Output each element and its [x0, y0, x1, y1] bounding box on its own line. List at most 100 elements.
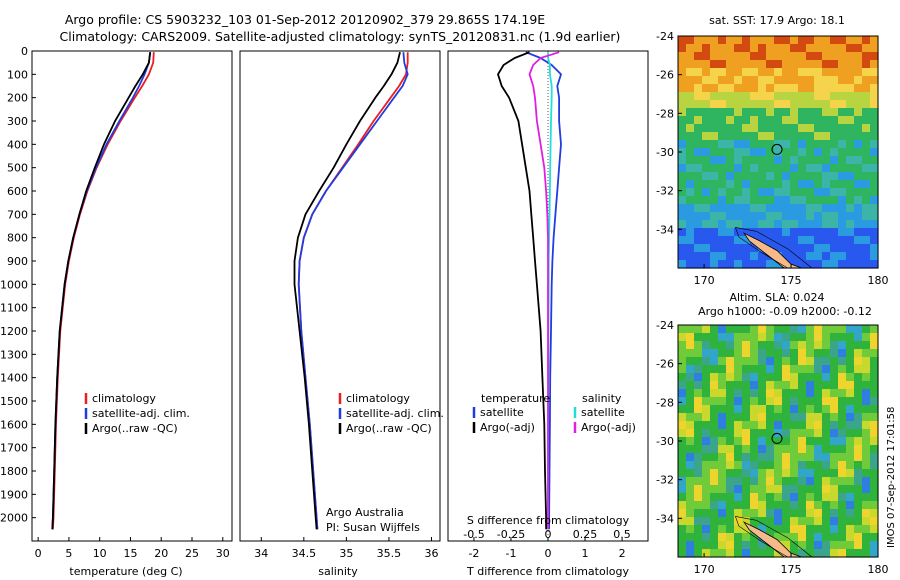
sst-map-cell [782, 140, 791, 149]
temperature-xtick-label-2: 10 [93, 547, 107, 560]
sst-map-cell [694, 220, 703, 229]
sla-map-cell [694, 509, 703, 518]
sst-map-cell [718, 132, 727, 141]
sla-map-cell [862, 469, 871, 478]
sla-map-cell [806, 533, 815, 542]
sst-map-cell [710, 236, 719, 245]
sst-map-cell [734, 252, 743, 261]
sla-map-cell [750, 389, 759, 398]
sla-map-cell [774, 373, 783, 382]
sst-map-cell [678, 132, 687, 141]
sst-map-cell [822, 124, 831, 133]
sst-map-cell [718, 148, 727, 157]
sst-map-cell [782, 172, 791, 181]
sla-map-cell [822, 533, 831, 542]
sla-map-cell [750, 357, 759, 366]
sst-map-cell [814, 52, 823, 61]
sst-map-cell [710, 228, 719, 237]
sst-map-cell [718, 260, 727, 269]
sla-map-cell [750, 541, 759, 550]
sla-map-cell [862, 445, 871, 454]
sst-map-cell [854, 148, 863, 157]
sst-map-cell [846, 100, 855, 109]
sst-map-cell [758, 252, 767, 261]
depth-ytick-label-9: 900 [7, 255, 28, 268]
sla-map-cell [742, 541, 751, 550]
sla-map-cell [798, 445, 807, 454]
sst-map-cell [686, 148, 695, 157]
sla-map-cell [822, 421, 831, 430]
sst-map-cell [742, 60, 751, 69]
sla-map-cell [774, 533, 783, 542]
sst-map-cell [750, 220, 759, 229]
sla-map-cell [798, 349, 807, 358]
sst-map-cell [710, 52, 719, 61]
sst-map-cell [814, 172, 823, 181]
sla-map-cell [718, 509, 727, 518]
sst-map-cell [862, 204, 871, 213]
sst-map-cell [694, 156, 703, 165]
sst-map-cell [854, 244, 863, 253]
sla-map-cell [678, 541, 687, 550]
sst-map-cell [694, 76, 703, 85]
sla-map-cell [734, 493, 743, 502]
sla-map-cell [782, 445, 791, 454]
sla-map-cell [806, 541, 815, 550]
sst-map-cell [798, 260, 807, 269]
sla-map-cell [806, 469, 815, 478]
sla-map-cell [790, 477, 799, 486]
sla-map-cell [774, 381, 783, 390]
sst-map-cell [846, 44, 855, 53]
sst-map-cell [814, 76, 823, 85]
depth-ytick-label-18: 1800 [0, 465, 28, 478]
sla-map-cell [726, 493, 735, 502]
sla-map-cell [798, 477, 807, 486]
sst-map-cell [862, 92, 871, 101]
sla-map-cell [862, 549, 871, 558]
sla-map-ytick-label-5: -34 [656, 512, 674, 525]
sla-map-cell [734, 437, 743, 446]
sla-map-cell [830, 405, 839, 414]
sla-map-cell [790, 501, 799, 510]
sst-map-cell [854, 212, 863, 221]
sst-map-cell [846, 116, 855, 125]
sst-map-cell [678, 156, 687, 165]
sla-map-cell [782, 397, 791, 406]
sla-map-cell [750, 437, 759, 446]
sla-map-cell [790, 541, 799, 550]
sst-map-cell [822, 196, 831, 205]
sla-map-xtick-label-2: 180 [868, 563, 889, 576]
sst-map-cell [870, 180, 879, 189]
sla-map-cell [806, 501, 815, 510]
sla-map-cell [686, 429, 695, 438]
sst-map-cell [694, 132, 703, 141]
sla-map-cell [806, 485, 815, 494]
sla-map-cell [822, 341, 831, 350]
difference-temperature-legend-label-1: Argo(-adj) [480, 421, 535, 434]
sst-map-cell [758, 172, 767, 181]
sst-map-cell [822, 116, 831, 125]
sla-map-cell [854, 413, 863, 422]
sst-map-cell [862, 164, 871, 173]
sst-map-cell [742, 84, 751, 93]
sla-map-cell [822, 389, 831, 398]
sst-map-cell [726, 140, 735, 149]
temperature-plot-lines [51, 52, 155, 530]
sst-map-cell [766, 236, 775, 245]
sla-map-cell [718, 413, 727, 422]
temperature-yticks: 0100200300400500600700800900100011001200… [0, 45, 36, 525]
sst-map-cell [854, 100, 863, 109]
sst-map-cell [750, 156, 759, 165]
sla-map-cell [806, 405, 815, 414]
sla-map-cell [734, 325, 743, 334]
sst-map-cell [814, 108, 823, 117]
sst-map-cell [758, 236, 767, 245]
sla-map-cell [742, 493, 751, 502]
sst-map-cell [822, 60, 831, 69]
sst-map-cell [782, 252, 791, 261]
sst-map-cell [774, 156, 783, 165]
difference-salinity-legend-label-0: satellite [581, 406, 625, 419]
sla-map-cell [846, 389, 855, 398]
sla-map-cell [806, 397, 815, 406]
sla-map-cell [678, 501, 687, 510]
